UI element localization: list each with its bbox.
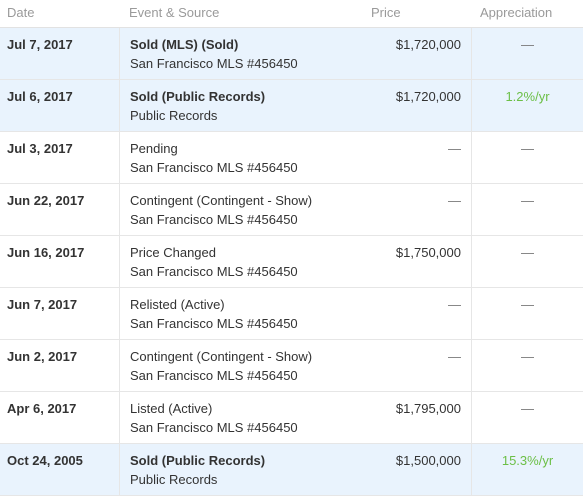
event-title: Sold (Public Records)	[130, 89, 266, 104]
event-cell: Sold (Public Records) Public Records	[120, 444, 361, 495]
appreciation-cell: —	[472, 236, 583, 287]
event-date: Jul 3, 2017	[7, 141, 73, 156]
date-cell: Jun 7, 2017	[0, 288, 120, 339]
event-price: $1,720,000	[395, 89, 461, 104]
price-cell: —	[361, 184, 472, 235]
appreciation-cell: —	[472, 288, 583, 339]
event-source: San Francisco MLS #456450	[130, 212, 298, 227]
event-cell: Contingent (Contingent - Show) San Franc…	[120, 340, 361, 391]
event-source: Public Records	[130, 472, 218, 487]
event-cell: Relisted (Active) San Francisco MLS #456…	[120, 288, 361, 339]
event-title: Listed (Active)	[130, 401, 213, 416]
table-row[interactable]: Jul 6, 2017 Sold (Public Records) Public…	[0, 80, 583, 132]
appreciation-cell: 15.3%/yr	[472, 444, 583, 495]
appreciation-cell: —	[472, 340, 583, 391]
event-cell: Price Changed San Francisco MLS #456450	[120, 236, 361, 287]
event-title: Contingent (Contingent - Show)	[130, 349, 313, 364]
event-appreciation: —	[521, 193, 534, 208]
event-source: San Francisco MLS #456450	[130, 264, 298, 279]
event-appreciation: 15.3%/yr	[501, 453, 554, 468]
event-title: Pending	[130, 141, 178, 156]
table-row[interactable]: Apr 6, 2017 Listed (Active) San Francisc…	[0, 392, 583, 444]
event-price: —	[448, 349, 461, 364]
event-title: Sold (MLS) (Sold)	[130, 37, 239, 52]
event-source: San Francisco MLS #456450	[130, 160, 298, 175]
price-cell: $1,795,000	[361, 392, 472, 443]
date-cell: Jul 7, 2017	[0, 28, 120, 79]
event-date: Apr 6, 2017	[7, 401, 77, 416]
column-header-price[interactable]: Price	[371, 5, 401, 20]
event-date: Jul 7, 2017	[7, 37, 73, 52]
event-appreciation: —	[521, 349, 534, 364]
price-cell: —	[361, 132, 472, 183]
table-row[interactable]: Jun 7, 2017 Relisted (Active) San Franci…	[0, 288, 583, 340]
event-title: Sold (Public Records)	[130, 453, 266, 468]
event-cell: Contingent (Contingent - Show) San Franc…	[120, 184, 361, 235]
event-title: Price Changed	[130, 245, 216, 260]
price-cell: $1,750,000	[361, 236, 472, 287]
table-row[interactable]: Jun 16, 2017 Price Changed San Francisco…	[0, 236, 583, 288]
price-cell: —	[361, 288, 472, 339]
event-price: $1,500,000	[395, 453, 461, 468]
event-appreciation: 1.2%/yr	[505, 89, 550, 104]
event-source: San Francisco MLS #456450	[130, 56, 298, 71]
date-cell: Jun 2, 2017	[0, 340, 120, 391]
event-date: Jun 22, 2017	[7, 193, 85, 208]
date-cell: Oct 24, 2005	[0, 444, 120, 495]
event-date: Jun 7, 2017	[7, 297, 78, 312]
event-price: $1,750,000	[395, 245, 461, 260]
event-cell: Listed (Active) San Francisco MLS #45645…	[120, 392, 361, 443]
event-appreciation: —	[521, 141, 534, 156]
date-cell: Apr 6, 2017	[0, 392, 120, 443]
price-cell: $1,720,000	[361, 28, 472, 79]
event-price: —	[448, 141, 461, 156]
event-cell: Sold (Public Records) Public Records	[120, 80, 361, 131]
table-row[interactable]: Jun 22, 2017 Contingent (Contingent - Sh…	[0, 184, 583, 236]
column-header-event-source[interactable]: Event & Source	[129, 5, 220, 20]
event-date: Jun 16, 2017	[7, 245, 85, 260]
event-appreciation: —	[521, 297, 534, 312]
appreciation-cell: —	[472, 132, 583, 183]
date-cell: Jun 16, 2017	[0, 236, 120, 287]
table-row[interactable]: Jul 3, 2017 Pending San Francisco MLS #4…	[0, 132, 583, 184]
appreciation-cell: —	[472, 392, 583, 443]
event-source: San Francisco MLS #456450	[130, 420, 298, 435]
date-cell: Jul 3, 2017	[0, 132, 120, 183]
event-title: Contingent (Contingent - Show)	[130, 193, 313, 208]
event-date: Oct 24, 2005	[7, 453, 83, 468]
event-cell: Pending San Francisco MLS #456450	[120, 132, 361, 183]
event-date: Jun 2, 2017	[7, 349, 78, 364]
table-row[interactable]: Oct 24, 2005 Sold (Public Records) Publi…	[0, 444, 583, 496]
table-header: Date Event & Source Price Appreciation	[0, 0, 583, 28]
table-row[interactable]: Jun 2, 2017 Contingent (Contingent - Sho…	[0, 340, 583, 392]
column-header-appreciation[interactable]: Appreciation	[480, 5, 553, 20]
price-cell: —	[361, 340, 472, 391]
price-cell: $1,720,000	[361, 80, 472, 131]
event-source: San Francisco MLS #456450	[130, 316, 298, 331]
appreciation-cell: 1.2%/yr	[472, 80, 583, 131]
column-header-date[interactable]: Date	[7, 5, 35, 20]
date-cell: Jun 22, 2017	[0, 184, 120, 235]
date-cell: Jul 6, 2017	[0, 80, 120, 131]
appreciation-cell: —	[472, 184, 583, 235]
event-price: —	[448, 193, 461, 208]
event-price: $1,720,000	[395, 37, 461, 52]
event-appreciation: —	[521, 245, 534, 260]
event-price: $1,795,000	[395, 401, 461, 416]
event-date: Jul 6, 2017	[7, 89, 73, 104]
price-cell: $1,500,000	[361, 444, 472, 495]
event-cell: Sold (MLS) (Sold) San Francisco MLS #456…	[120, 28, 361, 79]
event-appreciation: —	[521, 401, 534, 416]
appreciation-cell: —	[472, 28, 583, 79]
event-price: —	[448, 297, 461, 312]
event-source: San Francisco MLS #456450	[130, 368, 298, 383]
table-row[interactable]: Jul 7, 2017 Sold (MLS) (Sold) San Franci…	[0, 28, 583, 80]
event-appreciation: —	[521, 37, 534, 52]
event-source: Public Records	[130, 108, 218, 123]
event-title: Relisted (Active)	[130, 297, 225, 312]
